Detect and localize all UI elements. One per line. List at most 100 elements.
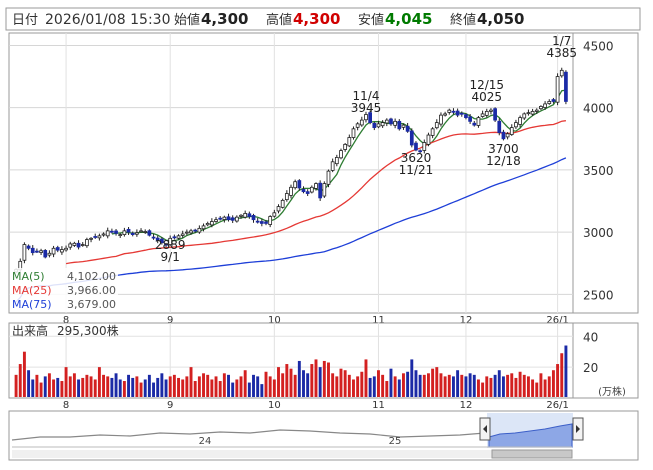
header-bar: 日付 2026/01/08 15:30 始値 4,300 高値 4,300 安値… xyxy=(5,7,641,31)
candle-body xyxy=(522,113,527,119)
candle-body xyxy=(314,183,318,189)
price-tick-label: 4000 xyxy=(583,102,614,116)
candle-body xyxy=(405,125,410,132)
candle-body xyxy=(114,230,118,234)
high-label: 高値 xyxy=(266,12,292,28)
candle-body xyxy=(209,221,214,226)
candle-body xyxy=(464,114,468,119)
candle-body xyxy=(110,230,114,233)
candle-body xyxy=(72,242,77,246)
candle-body xyxy=(214,219,218,222)
candle-body xyxy=(85,239,89,247)
volume-bar xyxy=(56,377,60,397)
candle-body xyxy=(547,101,552,104)
volume-bar xyxy=(347,374,351,397)
navigator-scroll-thumb[interactable] xyxy=(491,449,573,459)
candle-body xyxy=(564,71,568,102)
candle-body xyxy=(455,110,460,116)
volume-bar xyxy=(539,373,543,397)
volume-bar xyxy=(152,382,155,397)
candle-body xyxy=(30,247,35,254)
volume-tick-label: 40 xyxy=(583,330,598,344)
candle-body xyxy=(534,109,539,112)
x-tick-label: 8 xyxy=(63,315,69,326)
candle-body xyxy=(422,142,427,151)
navigator-right-handle[interactable] xyxy=(572,417,584,441)
candle-body xyxy=(272,212,277,217)
volume-bar xyxy=(410,359,414,397)
candle-body xyxy=(480,113,485,117)
candle-body xyxy=(26,245,31,249)
volume-bar xyxy=(360,371,364,397)
candle-body xyxy=(459,112,464,115)
volume-bar xyxy=(285,364,289,397)
navigator-scroll-track[interactable] xyxy=(12,450,572,458)
close-value: 4,050 xyxy=(477,10,524,28)
volume-bar xyxy=(356,376,360,397)
volume-bar xyxy=(364,359,368,397)
candle-body xyxy=(476,117,481,126)
navigator-left-handle[interactable] xyxy=(479,417,491,441)
volume-bar xyxy=(18,364,22,397)
volume-bar xyxy=(560,353,564,397)
volume-bar xyxy=(489,377,493,397)
annotation-text: 3945 xyxy=(351,101,382,115)
candle-body xyxy=(168,237,173,245)
x-tick-label: 11 xyxy=(372,400,385,411)
candle-body xyxy=(172,236,177,239)
candle-body xyxy=(55,247,60,251)
candle-body xyxy=(493,108,497,121)
candle-body xyxy=(101,233,106,236)
candle-body xyxy=(251,215,256,221)
candle-body xyxy=(122,230,127,236)
volume-bar xyxy=(122,381,126,397)
volume-bar xyxy=(372,376,376,397)
candle-body xyxy=(347,137,352,147)
volume-bar xyxy=(39,382,43,397)
candle-body xyxy=(201,225,206,230)
volume-bar xyxy=(547,376,551,397)
volume-bar xyxy=(481,382,485,397)
volume-bar xyxy=(264,371,268,397)
candle-body xyxy=(330,161,335,171)
candle-body xyxy=(555,76,560,103)
candle-body xyxy=(185,231,189,234)
volume-bar xyxy=(431,368,435,397)
volume-bar xyxy=(564,345,568,397)
x-tick-label: 26/1 xyxy=(546,400,568,411)
candle-body xyxy=(418,150,422,153)
candle-body xyxy=(76,242,81,248)
candle-body xyxy=(551,99,556,102)
candle-body xyxy=(322,183,327,197)
volume-bar xyxy=(177,377,180,397)
candle-body xyxy=(434,122,439,129)
candle-body xyxy=(339,150,343,159)
navigator-label-24: 24 xyxy=(199,436,212,447)
volume-bar xyxy=(535,382,539,397)
candle-body xyxy=(451,110,456,113)
volume-tick-label: 20 xyxy=(583,361,598,375)
volume-bar xyxy=(243,370,247,397)
candle-body xyxy=(305,191,310,194)
candle-body xyxy=(39,250,43,253)
range-navigator[interactable]: 24 25 xyxy=(8,410,639,461)
volume-bar xyxy=(402,373,405,397)
volume-bar xyxy=(406,371,410,397)
volume-bar xyxy=(189,367,193,397)
volume-x-axis: 8 9 10 11 12 26/1 xyxy=(63,400,569,411)
volume-bar xyxy=(22,351,26,397)
candle-body xyxy=(284,193,289,201)
candle-body xyxy=(105,230,110,237)
candle-body xyxy=(143,231,148,233)
volume-bar xyxy=(168,376,172,397)
candle-body xyxy=(301,189,306,193)
candle-body xyxy=(218,217,223,220)
candle-body xyxy=(126,228,131,233)
candle-body xyxy=(393,120,397,126)
candle-body xyxy=(509,127,514,135)
candle-body xyxy=(318,182,323,199)
date-label: 日付 xyxy=(12,13,38,28)
candle-body xyxy=(222,216,227,220)
ma25-value: 3,966.00 xyxy=(67,284,116,297)
